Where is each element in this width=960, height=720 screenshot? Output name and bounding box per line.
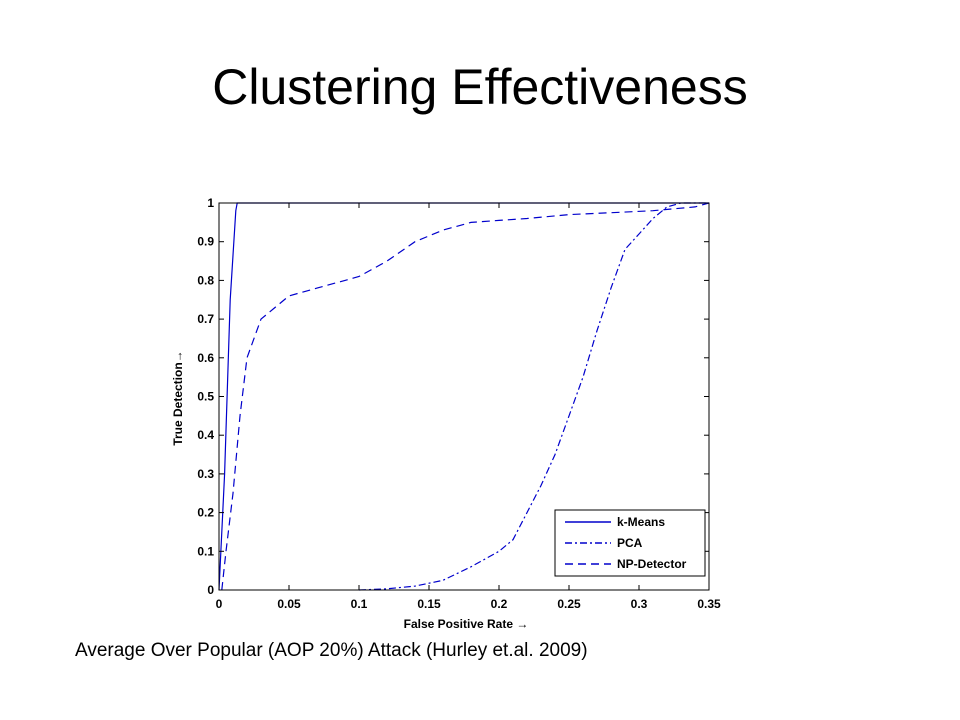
- series-line-pca: [358, 202, 709, 591]
- x-tick-label: 0.1: [351, 597, 368, 611]
- x-tick-label: 0: [216, 597, 223, 611]
- y-tick-label: 0.2: [197, 506, 214, 520]
- x-tick-label: 0.15: [417, 597, 441, 611]
- y-tick-label: 1: [207, 196, 214, 210]
- y-tick-label: 0.4: [197, 428, 214, 442]
- y-tick-label: 0.3: [197, 467, 214, 481]
- x-tick-label: 0.3: [631, 597, 648, 611]
- legend-label-k-means: k-Means: [617, 515, 665, 529]
- legend-label-pca: PCA: [617, 536, 643, 550]
- x-tick-labels: 0 0.05 0.1 0.15 0.2 0.25 0.3 0.35: [216, 597, 721, 611]
- y-tick-label: 0.8: [197, 273, 214, 287]
- series-line-np-detector: [221, 202, 710, 591]
- x-tick-label: 0.2: [491, 597, 508, 611]
- y-tick-label: 0.5: [197, 390, 214, 404]
- y-tick-label: 0: [207, 583, 214, 597]
- x-tick-label: 0.35: [697, 597, 721, 611]
- y-tick-labels: 0 0.1 0.2 0.3 0.4 0.5 0.6 0.7 0.8 0.9 1: [197, 196, 214, 597]
- legend-label-np-detector: NP-Detector: [617, 557, 687, 571]
- caption: Average Over Popular (AOP 20%) Attack (H…: [75, 640, 588, 661]
- tick-marks: [218, 202, 710, 591]
- x-axis-label: False Positive Rate →: [404, 617, 529, 631]
- y-tick-label: 0.9: [197, 235, 214, 249]
- x-tick-label: 0.05: [277, 597, 301, 611]
- y-axis-label: True Detection→: [171, 350, 185, 445]
- x-tick-label: 0.25: [557, 597, 581, 611]
- y-tick-label: 0.1: [197, 544, 214, 558]
- y-tick-label: 0.6: [197, 351, 214, 365]
- y-tick-label: 0.7: [197, 312, 214, 326]
- legend: k-Means PCA NP-Detector: [554, 509, 706, 577]
- slide-title: Clustering Effectiveness: [212, 59, 748, 115]
